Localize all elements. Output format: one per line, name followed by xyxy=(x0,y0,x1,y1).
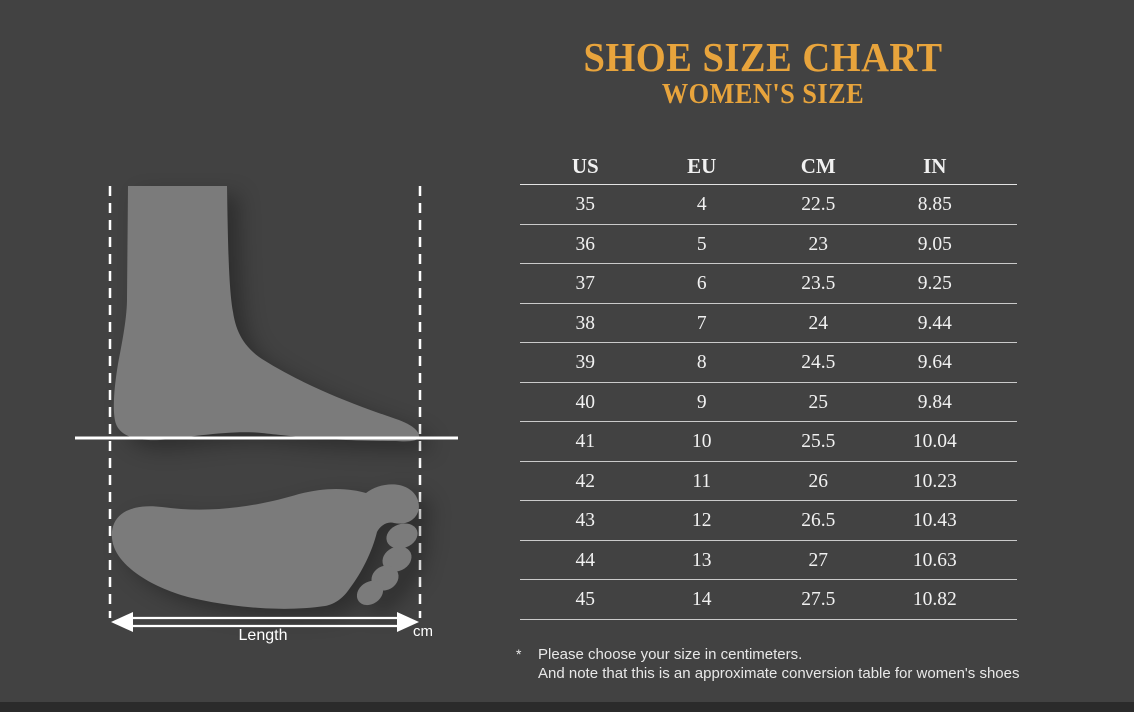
toe-icon xyxy=(382,546,412,572)
table-cell: 9.84 xyxy=(917,391,952,413)
table-cell: 10.04 xyxy=(912,431,957,452)
table-cell: 10.63 xyxy=(912,549,957,571)
table-row: 39 8 24.5 9.64 xyxy=(520,343,1017,383)
table-cell: 25 xyxy=(808,391,829,413)
table-cell: 26 xyxy=(808,470,829,492)
chart-title: SHOE SIZE CHART xyxy=(583,34,943,80)
table-cell: 11 xyxy=(692,470,712,492)
table-cell: 23 xyxy=(808,233,829,255)
table-cell: 25.5 xyxy=(801,431,836,452)
table-cell: 35 xyxy=(575,194,596,215)
table-row: 44 13 27 10.63 xyxy=(520,541,1017,580)
table-cell: 8 xyxy=(696,352,707,373)
table-cell: 9.64 xyxy=(917,352,952,373)
table-row: 36 5 23 9.05 xyxy=(520,225,1017,264)
chart-subtitle: WOMEN'S SIZE xyxy=(661,79,865,110)
table-cell: 24 xyxy=(808,312,829,334)
table-header-cell: US xyxy=(571,154,599,178)
footnote-marker: * xyxy=(516,646,522,662)
table-cell: 39 xyxy=(575,352,596,373)
table-cell: 14 xyxy=(692,589,712,610)
table-cell: 10.43 xyxy=(912,510,957,531)
table-cell: 9.05 xyxy=(917,233,952,255)
table-cell: 45 xyxy=(575,589,596,610)
table-cell: 27 xyxy=(808,549,829,571)
table-row: 43 12 26.5 10.43 xyxy=(520,501,1017,541)
table-cell: 40 xyxy=(575,391,596,413)
footnote-line-1: Please choose your size in centimeters. xyxy=(538,646,803,663)
table-cell: 10.82 xyxy=(912,589,957,610)
table-cell: 36 xyxy=(575,233,596,255)
toe-icon xyxy=(386,523,418,549)
table-cell: 7 xyxy=(696,312,707,334)
table-cell: 9 xyxy=(696,391,707,413)
table-cell: 10 xyxy=(692,431,712,452)
measure-arrow-icon xyxy=(111,612,419,632)
table-header-row: US EU CM IN xyxy=(520,148,1017,185)
table-cell: 42 xyxy=(575,470,596,492)
footprint-body xyxy=(111,484,419,609)
footprint-silhouette-icon xyxy=(111,484,419,609)
table-cell: 27.5 xyxy=(801,589,836,610)
table-cell: 4 xyxy=(696,194,707,215)
table-cell: 12 xyxy=(692,510,712,531)
footnote: * Please choose your size in centimeters… xyxy=(516,645,1019,683)
table-cell: 6 xyxy=(696,273,707,294)
table-cell: 5 xyxy=(696,233,707,255)
toe-icon xyxy=(356,580,384,606)
table-cell: 38 xyxy=(575,312,596,334)
table-cell: 24.5 xyxy=(801,352,836,373)
size-table-body: 35 4 22.5 8.85 36 5 23 9.05 37 6 23.5 9.25 38 7 24 9.44… xyxy=(520,185,1017,620)
table-row: 42 11 26 10.23 xyxy=(520,462,1017,501)
table-cell: 41 xyxy=(575,431,596,452)
table-cell: 23.5 xyxy=(801,273,836,294)
table-cell: 10.23 xyxy=(912,470,957,492)
table-cell: 37 xyxy=(575,273,596,294)
table-cell: 8.85 xyxy=(917,194,952,215)
table-cell: 43 xyxy=(575,510,596,531)
table-row: 45 14 27.5 10.82 xyxy=(520,580,1017,620)
size-table: US EU CM IN 35 4 22.5 8.85 36 5 23 9.05 37 6 23.5 9.25… xyxy=(520,148,1017,620)
table-header-cell: EU xyxy=(687,154,717,178)
length-label: Length xyxy=(238,627,288,644)
table-cell: 22.5 xyxy=(801,194,836,215)
footnote-line-2: And note that this is an approximate con… xyxy=(538,665,1020,682)
table-row: 40 9 25 9.84 xyxy=(520,383,1017,422)
table-row: 35 4 22.5 8.85 xyxy=(520,185,1017,225)
table-header-cell: CM xyxy=(800,154,836,178)
table-row: 37 6 23.5 9.25 xyxy=(520,264,1017,304)
table-row: 38 7 24 9.44 xyxy=(520,304,1017,343)
table-header-cell: IN xyxy=(923,154,947,178)
table-cell: 13 xyxy=(692,549,712,571)
footnote-text: Please choose your size in centimeters. … xyxy=(538,645,1019,683)
shoe-measurement-diagram xyxy=(75,186,458,632)
table-row: 41 10 25.5 10.04 xyxy=(520,422,1017,462)
foot-side-silhouette-icon xyxy=(113,186,420,442)
table-cell: 9.44 xyxy=(917,312,952,334)
bottom-bar xyxy=(0,702,1134,712)
table-cell: 26.5 xyxy=(801,510,836,531)
cm-unit-label: cm xyxy=(413,623,433,640)
table-cell: 44 xyxy=(575,549,596,571)
table-cell: 9.25 xyxy=(917,273,952,294)
